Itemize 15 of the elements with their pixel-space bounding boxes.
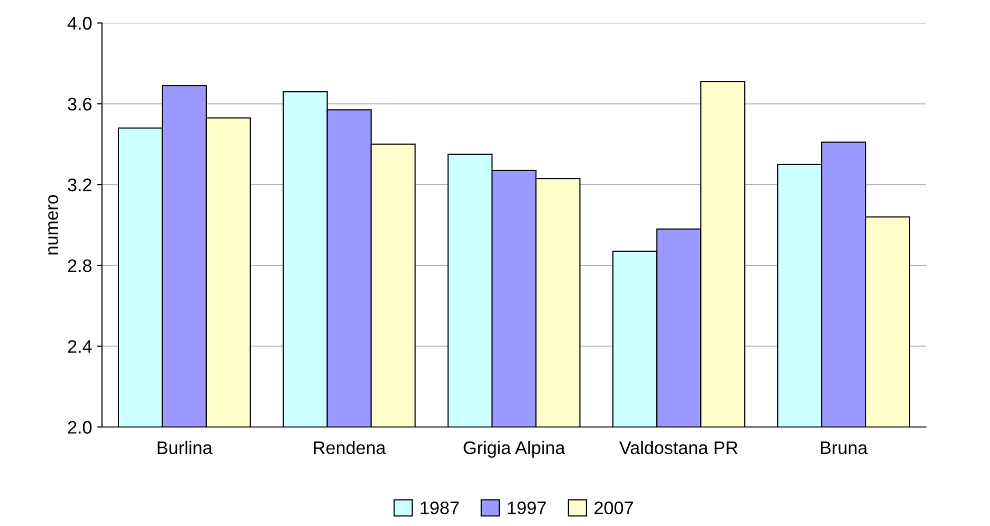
x-tick-label: Bruna [820,442,868,454]
y-tick-label: 2.8 [68,259,92,272]
legend-label: 1987 [420,501,459,514]
legend-label: 2007 [594,501,633,514]
y-tick-label: 2.4 [68,340,92,353]
x-tick-label: Burlina [158,440,212,454]
x-tick-label: Rendena [314,440,386,454]
y-tick-label: 3.6 [68,98,92,111]
y-axis-title: numero [48,195,58,254]
y-tick-label: 4.0 [68,16,92,30]
x-tick-label: Valdostana PR [619,440,738,454]
legend-label: 1997 [508,501,546,514]
y-tick-label: 2.0 [68,420,92,434]
x-tick-label: Grigia Alpina [464,440,566,458]
y-tick-label: 3.2 [68,178,92,192]
